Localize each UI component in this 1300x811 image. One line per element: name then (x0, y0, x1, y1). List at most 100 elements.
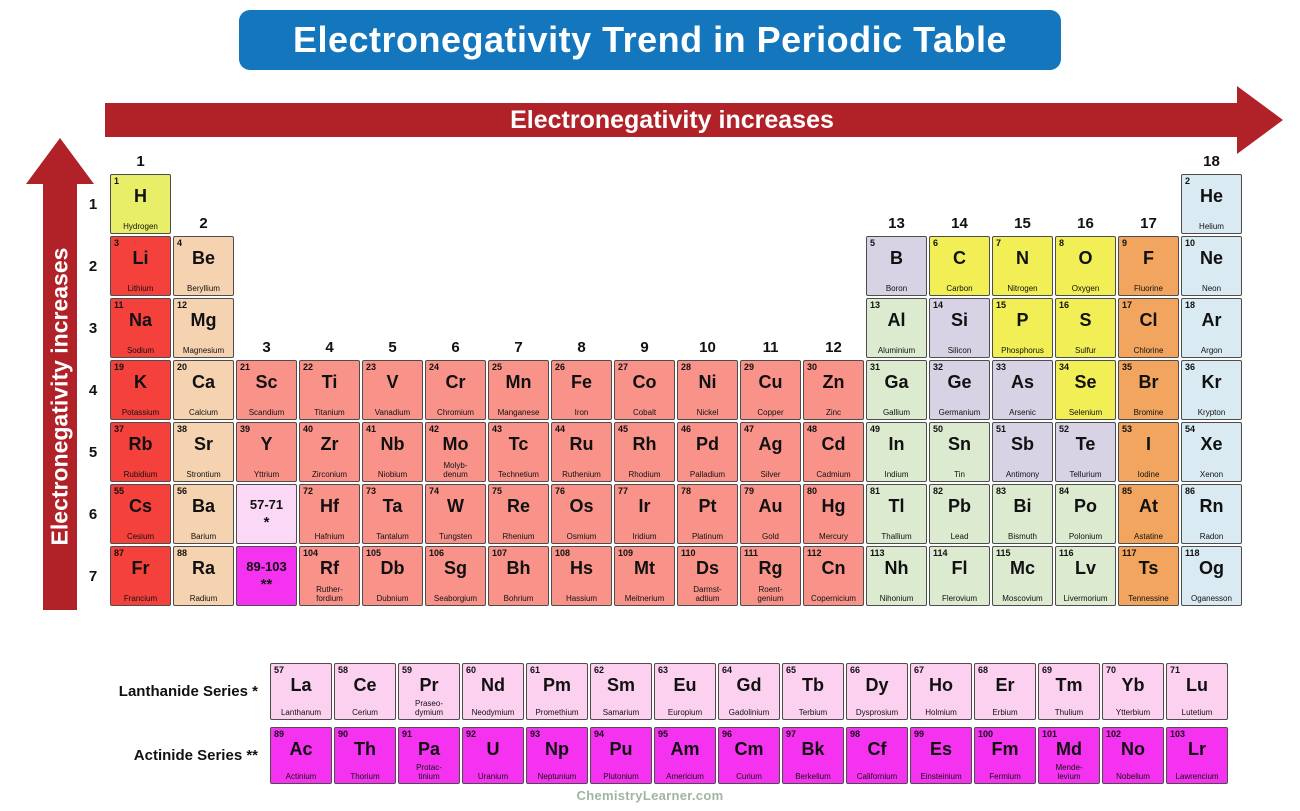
element-Og: 118 Og Oganesson (1181, 546, 1242, 606)
element-symbol: Bh (506, 558, 531, 578)
atomic-number: 108 (555, 548, 571, 558)
element-Tl: 81 Tl Thallium (866, 484, 927, 544)
element-name: Ytterbium (1115, 707, 1151, 717)
element-symbol: H (134, 186, 147, 206)
element-Ir: 77 Ir Iridium (614, 484, 675, 544)
atomic-number: 44 (555, 424, 566, 434)
atomic-number: 35 (1122, 362, 1133, 372)
element-symbol: Eu (673, 675, 697, 695)
placeholder-range: 57-71 (249, 497, 284, 512)
element-Si: 14 Si Silicon (929, 298, 990, 358)
element-symbol: Mc (1009, 558, 1035, 578)
element-symbol: Pu (609, 739, 633, 759)
atomic-number: 78 (681, 486, 692, 496)
element-Yb: 70 Yb Ytterbium (1102, 663, 1164, 720)
vertical-arrow-body: Electronegativity increases (43, 182, 77, 610)
element-name: Barium (190, 531, 217, 541)
element-symbol: Tl (888, 496, 905, 516)
element-Np: 93 Np Neptunium (526, 727, 588, 784)
element-symbol: Lu (1186, 675, 1208, 695)
element-name: Sodium (126, 345, 155, 355)
atomic-number: 55 (114, 486, 125, 496)
group-label-8: 8 (577, 339, 586, 356)
element-symbol: Cf (867, 739, 887, 759)
element-symbol: Ne (1199, 248, 1223, 268)
atomic-number: 81 (870, 486, 881, 496)
element-Xe: 54 Xe Xenon (1181, 422, 1242, 482)
element-symbol: Cm (734, 739, 764, 759)
atomic-number: 16 (1059, 300, 1070, 310)
element-symbol: Cs (128, 496, 152, 516)
atomic-number: 49 (870, 424, 881, 434)
atomic-number: 43 (492, 424, 503, 434)
element-symbol: Te (1075, 434, 1096, 454)
element-name: Darmst- adtium (693, 585, 722, 603)
element-Lv: 116 Lv Livermorium (1055, 546, 1116, 606)
element-name: Samarium (602, 707, 640, 717)
actinide-row: Actinide Series ** 89 Ac Actinium 90 Th Thori… (78, 727, 1228, 784)
element-name: Thallium (881, 531, 912, 541)
element-symbol: Rf (320, 558, 339, 578)
element-symbol: Mn (505, 372, 532, 392)
lanthanide-series-label: Lanthanide Series * (118, 683, 258, 700)
element-symbol: Na (128, 310, 152, 330)
placeholder-57-71: 57-71 * (236, 484, 297, 544)
watermark: ChemistryLearner.com (576, 788, 724, 803)
element-symbol: Rh (632, 434, 657, 454)
group-label-2: 2 (199, 215, 208, 232)
element-name: Hydrogen (123, 221, 158, 231)
element-symbol: Tb (802, 675, 824, 695)
element-B: 5 B Boron (866, 236, 927, 296)
element-Pd: 46 Pd Palladium (677, 422, 738, 482)
element-C: 6 C Carbon (929, 236, 990, 296)
element-Cl: 17 Cl Chlorine (1118, 298, 1179, 358)
atomic-number: 98 (850, 729, 861, 739)
element-Ra: 88 Ra Radium (173, 546, 234, 606)
element-symbol: N (1016, 248, 1029, 268)
element-Nb: 41 Nb Niobium (362, 422, 423, 482)
element-Rn: 86 Rn Radon (1181, 484, 1242, 544)
element-name: Einsteinium (920, 771, 962, 781)
element-symbol: In (888, 434, 905, 454)
atomic-number: 22 (303, 362, 314, 372)
element-symbol: Sg (443, 558, 467, 578)
element-symbol: Li (132, 248, 149, 268)
atomic-number: 17 (1122, 300, 1133, 310)
atomic-number: 19 (114, 362, 125, 372)
element-Cd: 48 Cd Cadmium (803, 422, 864, 482)
element-symbol: Ni (698, 372, 717, 392)
element-Tb: 65 Tb Terbium (782, 663, 844, 720)
atomic-number: 33 (996, 362, 1007, 372)
element-symbol: Sc (255, 372, 278, 392)
atomic-number: 92 (466, 729, 477, 739)
element-symbol: Ar (1201, 310, 1222, 330)
element-symbol: Cr (445, 372, 466, 392)
element-Sb: 51 Sb Antimony (992, 422, 1053, 482)
element-name: Copernicium (811, 593, 856, 603)
element-symbol: Ba (191, 496, 215, 516)
element-name: Uranium (477, 771, 509, 781)
element-Sr: 38 Sr Strontium (173, 422, 234, 482)
element-name: Germanium (938, 407, 981, 417)
atomic-number: 60 (466, 665, 477, 675)
atomic-number: 74 (429, 486, 440, 496)
element-symbol: Br (1138, 372, 1159, 392)
element-name: Nobelium (1116, 771, 1150, 781)
element-symbol: Nb (380, 434, 405, 454)
element-Sc: 21 Sc Scandium (236, 360, 297, 420)
element-symbol: Cn (821, 558, 846, 578)
element-symbol: Lv (1074, 558, 1096, 578)
element-Be: 4 Be Beryllium (173, 236, 234, 296)
atomic-number: 32 (933, 362, 944, 372)
element-name: Tantalum (376, 531, 409, 541)
element-name: Scandium (248, 407, 285, 417)
element-symbol: Re (506, 496, 530, 516)
lanthanide-cells: 57 La Lanthanum 58 Ce Cerium 59 Pr Praseo- dymiu… (270, 663, 1228, 720)
element-Fe: 26 Fe Iron (551, 360, 612, 420)
element-symbol: No (1121, 739, 1145, 759)
atomic-number: 88 (177, 548, 188, 558)
element-symbol: Tc (508, 434, 529, 454)
atomic-number: 29 (744, 362, 755, 372)
element-name: Antimony (1005, 469, 1040, 479)
element-symbol: Pa (417, 739, 441, 759)
